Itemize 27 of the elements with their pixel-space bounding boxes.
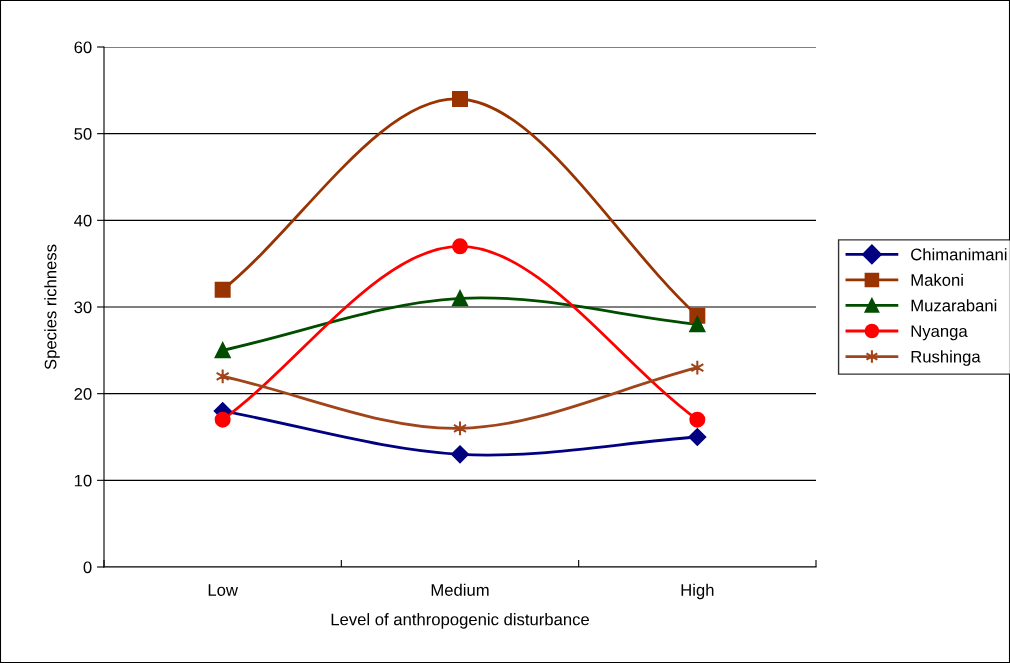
point bbox=[214, 411, 231, 428]
x-tick-label: Medium bbox=[431, 583, 489, 596]
y-tick-label: 40 bbox=[74, 214, 92, 227]
legend-label: Nyanga bbox=[911, 325, 968, 341]
point bbox=[689, 411, 706, 428]
y-tick-label: 10 bbox=[74, 474, 92, 487]
point bbox=[689, 316, 706, 333]
y-axis-title: Species richness bbox=[44, 244, 60, 370]
point bbox=[214, 342, 231, 359]
y-tick-label: 60 bbox=[74, 41, 92, 54]
x-tick-label: High bbox=[681, 583, 714, 600]
y-tick-label: 0 bbox=[83, 561, 92, 574]
point bbox=[688, 428, 707, 446]
legend-label: Makoni bbox=[911, 273, 963, 286]
y-tick-label: 20 bbox=[74, 388, 92, 400]
point bbox=[214, 281, 231, 298]
point bbox=[452, 91, 468, 107]
legend-label: Muzarabani bbox=[911, 299, 997, 312]
legend-label: Rushinga bbox=[911, 350, 981, 366]
y-tick-label: 30 bbox=[74, 301, 92, 314]
point bbox=[452, 238, 468, 255]
legend-label: Chimanimani bbox=[911, 248, 1007, 261]
x-axis-title: Level of anthropogenic disturbance bbox=[331, 613, 589, 629]
point bbox=[451, 445, 469, 464]
point bbox=[452, 290, 468, 307]
y-tick-label: 50 bbox=[74, 128, 92, 140]
x-tick-label: Low bbox=[208, 584, 238, 596]
